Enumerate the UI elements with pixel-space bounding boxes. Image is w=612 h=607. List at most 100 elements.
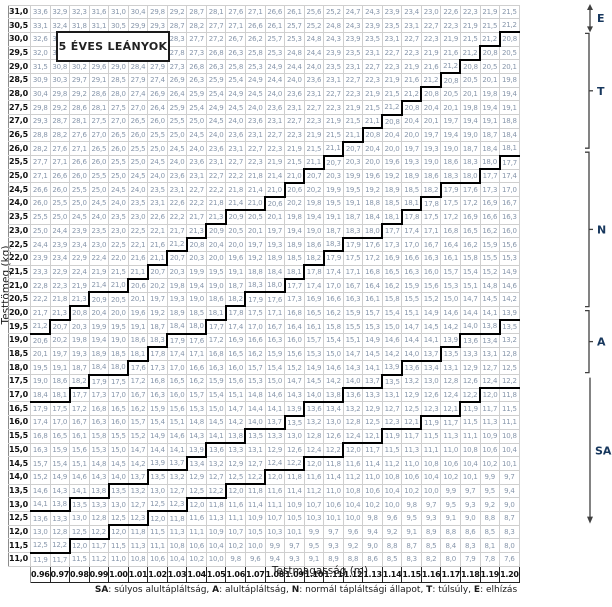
bmi-cell: 14,7 xyxy=(401,319,422,334)
bmi-cell: 10,4 xyxy=(420,469,442,485)
bmi-cell: 21,9 xyxy=(401,59,422,74)
bmi-cell: 20,7 xyxy=(166,250,188,266)
bmi-cell: 21,9 xyxy=(381,72,403,88)
bmi-cell: 17,2 xyxy=(440,209,461,225)
bmi-cell: 19,5 xyxy=(205,264,227,280)
bmi-cell: 21,1 xyxy=(303,155,325,171)
weight-label: 17,5 xyxy=(8,374,31,389)
height-label: 1.11 xyxy=(323,565,344,583)
bmi-cell: 22,3 xyxy=(323,100,344,115)
bmi-cell: 21,5 xyxy=(323,127,344,143)
bmi-cell: 25,5 xyxy=(166,114,188,129)
bmi-cell: 18,1 xyxy=(401,196,423,212)
bmi-cell: 15,5 xyxy=(342,319,364,334)
bmi-cell: 11,0 xyxy=(440,442,461,458)
bmi-cell: 11,3 xyxy=(440,428,461,444)
bmi-cell: 27,1 xyxy=(49,155,71,170)
bmi-cell: 18,7 xyxy=(225,278,246,293)
bmi-cell: 17,0 xyxy=(108,387,129,403)
bmi-cell: 24,5 xyxy=(108,182,129,198)
bmi-cell: 21,1 xyxy=(147,250,169,267)
bmi-cell: 17,4 xyxy=(499,168,520,184)
bmi-cell: 14,9 xyxy=(303,360,325,376)
bmi-cell: 8,8 xyxy=(381,538,403,553)
bmi-cell: 24,5 xyxy=(205,114,227,129)
bmi-cell: 16,0 xyxy=(499,223,520,239)
bmi-cell: 12,8 xyxy=(303,428,325,444)
weight-label: 14,5 xyxy=(8,456,31,471)
bmi-cell: 21,4 xyxy=(264,168,286,184)
bmi-cell: 17,8 xyxy=(225,305,246,321)
bmi-cell: 10,2 xyxy=(401,483,422,499)
bmi-cell: 11,9 xyxy=(459,401,481,417)
bmi-cell: 20,5 xyxy=(244,209,266,225)
bmi-cell: 21,8 xyxy=(49,291,71,307)
bmi-cell: 12,0 xyxy=(342,442,364,458)
bmi-cell: 25,5 xyxy=(88,168,110,184)
bmi-cell: 19,9 xyxy=(323,182,344,198)
bmi-cell: 24,7 xyxy=(342,4,364,20)
bmi-cell: 15,6 xyxy=(69,442,90,458)
bmi-cell: 21,8 xyxy=(244,168,266,184)
bmi-cell: 32,6 xyxy=(29,31,51,47)
bmi-cell: 25,0 xyxy=(29,223,51,239)
bmi-cell: 19,6 xyxy=(381,155,403,170)
bmi-cell: 21,9 xyxy=(284,141,305,157)
weight-label: 22,0 xyxy=(8,250,31,266)
bmi-cell: 30,9 xyxy=(29,72,51,88)
bmi-cell: 15,6 xyxy=(284,346,305,362)
bmi-cell: 28,2 xyxy=(29,141,51,157)
bmi-cell: 20,8 xyxy=(459,59,481,74)
bmi-cell: 8,6 xyxy=(459,524,481,540)
bmi-cell: 17,7 xyxy=(284,278,305,293)
bmi-cell: 20,1 xyxy=(29,346,51,362)
bmi-cell: 26,0 xyxy=(69,168,90,184)
bmi-cell: 24,4 xyxy=(29,237,51,252)
bmi-cell: 13,5 xyxy=(244,428,266,444)
bmi-cell: 12,2 xyxy=(499,374,520,390)
bmi-cell: 21,6 xyxy=(440,45,461,61)
bmi-cell: 15,2 xyxy=(420,291,442,307)
bmi-cell: 17,6 xyxy=(186,333,207,348)
bmi-cell: 21,2 xyxy=(479,31,501,48)
bmi-cell: 23,5 xyxy=(323,59,344,74)
bmi-cell: 13,4 xyxy=(186,456,207,471)
bmi-cell: 23,6 xyxy=(284,86,305,102)
bmi-cell: 9,5 xyxy=(479,483,501,499)
bmi-cell: 20,8 xyxy=(499,31,520,47)
bmi-cell: 16,3 xyxy=(420,250,442,266)
bmi-cell: 19,1 xyxy=(479,114,501,129)
bmi-cell: 11,8 xyxy=(499,387,520,403)
bmi-cell: 28,1 xyxy=(88,100,110,115)
bmi-cell: 13,7 xyxy=(362,374,384,390)
bmi-cell: 10,1 xyxy=(459,469,481,485)
weight-label: 15,5 xyxy=(8,428,31,444)
bmi-cell: 18,1 xyxy=(49,387,71,403)
bmi-cell: 21,2 xyxy=(401,86,423,102)
bmi-cell: 11,4 xyxy=(362,456,383,471)
bmi-cell: 24,5 xyxy=(244,86,266,102)
bmi-cell: 21,2 xyxy=(381,100,403,116)
bmi-cell: 27,6 xyxy=(69,127,90,143)
bmi-cell: 27,5 xyxy=(88,114,110,129)
bmi-cell: 20,2 xyxy=(303,182,325,198)
bmi-cell: 11,8 xyxy=(323,456,344,471)
bmi-cell: 14,8 xyxy=(244,387,266,403)
bmi-cell: 23,1 xyxy=(323,72,344,88)
bmi-cell: 12,8 xyxy=(440,374,461,389)
bmi-cell: 14,3 xyxy=(342,360,364,376)
bmi-cell: 10,6 xyxy=(440,456,461,471)
bmi-cell: 19,3 xyxy=(264,237,286,252)
bmi-cell: 23,6 xyxy=(264,100,286,115)
bmi-cell: 25,3 xyxy=(244,59,266,74)
bmi-cell: 16,5 xyxy=(225,346,246,362)
bmi-cell: 19,8 xyxy=(499,72,520,88)
bmi-cell: 28,2 xyxy=(49,127,71,143)
weight-label: 29,5 xyxy=(8,45,31,61)
bmi-cell: 16,3 xyxy=(29,442,51,458)
bmi-cell: 21,9 xyxy=(69,278,90,293)
bmi-cell: 16,3 xyxy=(88,415,110,430)
bmi-cell: 14,1 xyxy=(29,497,51,513)
bmi-cell: 15,9 xyxy=(401,278,422,293)
bmi-cell: 14,0 xyxy=(401,346,422,362)
